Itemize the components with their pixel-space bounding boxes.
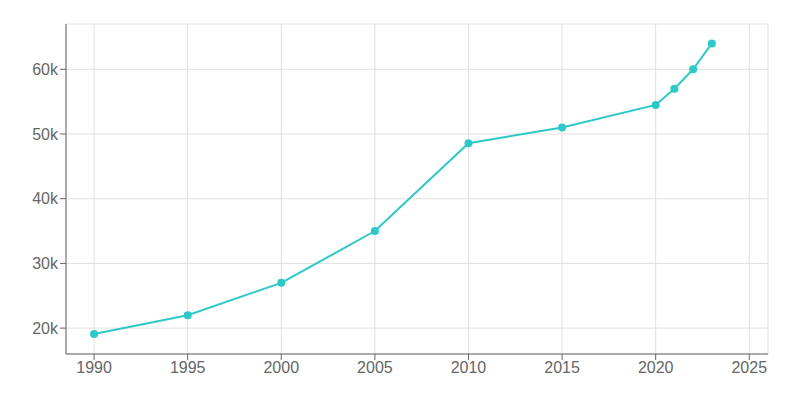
svg-text:30k: 30k: [32, 255, 59, 272]
svg-text:2000: 2000: [263, 359, 299, 376]
svg-text:2025: 2025: [731, 359, 767, 376]
svg-text:60k: 60k: [32, 61, 59, 78]
svg-text:50k: 50k: [32, 126, 59, 143]
svg-text:20k: 20k: [32, 320, 59, 337]
svg-text:40k: 40k: [32, 190, 59, 207]
svg-text:2005: 2005: [357, 359, 393, 376]
svg-text:2010: 2010: [451, 359, 487, 376]
svg-text:2015: 2015: [544, 359, 580, 376]
svg-text:2020: 2020: [638, 359, 674, 376]
svg-text:1990: 1990: [76, 359, 112, 376]
svg-text:1995: 1995: [170, 359, 206, 376]
